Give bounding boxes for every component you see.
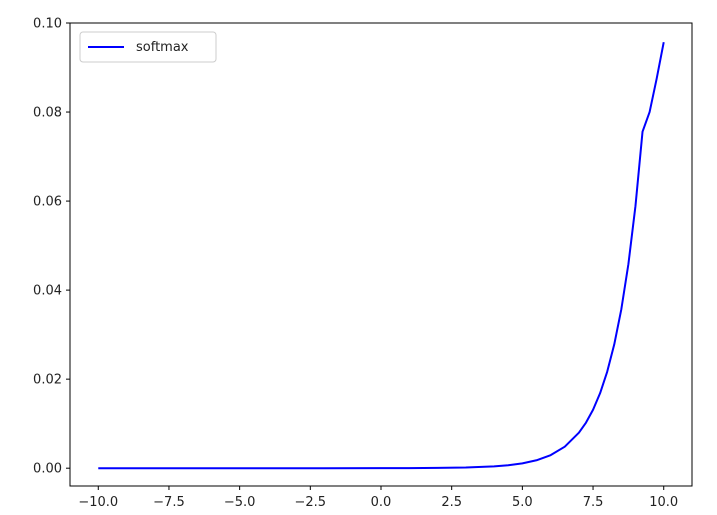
x-tick-label: 0.0 xyxy=(371,495,392,510)
legend: softmax xyxy=(79,31,217,63)
x-tick-label: 7.5 xyxy=(583,495,604,510)
y-tick-label: 0.08 xyxy=(33,106,62,121)
y-tick-label: 0.10 xyxy=(33,17,62,32)
y-tick-label: 0.04 xyxy=(33,284,62,299)
x-tick-label: −10.0 xyxy=(78,495,118,510)
x-axis: −10.0 −7.5 −5.0 −2.5 0.0 2.5 5.0 7.5 10.0 xyxy=(78,486,678,510)
x-tick-label: −7.5 xyxy=(153,495,185,510)
x-tick-label: −5.0 xyxy=(224,495,256,510)
plot-area xyxy=(69,22,693,487)
x-tick-label: 5.0 xyxy=(512,495,533,510)
legend-box xyxy=(79,31,217,63)
x-tick-label: 10.0 xyxy=(649,495,678,510)
x-tick-label: 2.5 xyxy=(441,495,462,510)
legend-label: softmax xyxy=(136,40,189,55)
y-tick-label: 0.02 xyxy=(33,373,62,388)
series-layer xyxy=(98,41,665,470)
series-line-softmax xyxy=(98,41,665,470)
y-axis: 0.00 0.02 0.04 0.06 0.08 0.10 xyxy=(33,17,70,477)
y-tick-label: 0.00 xyxy=(33,462,62,477)
x-tick-label: −2.5 xyxy=(295,495,327,510)
y-tick-label: 0.06 xyxy=(33,195,62,210)
